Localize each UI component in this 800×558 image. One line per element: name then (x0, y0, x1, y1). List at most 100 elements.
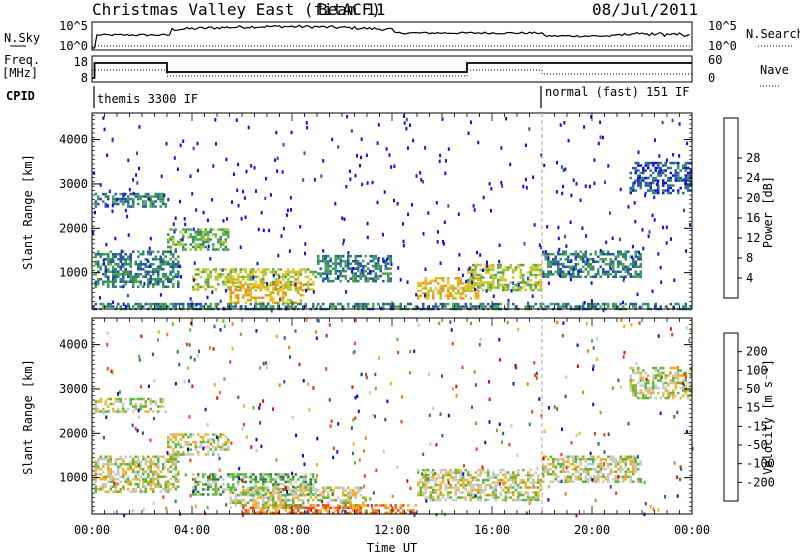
echo-cell-1-1975 (135, 427, 137, 431)
echo-cell-0-1725 (662, 184, 665, 187)
echo-cell-1-2128 (359, 458, 361, 462)
echo-cell-1-1739 (665, 389, 668, 392)
echo-cell-0-439 (197, 243, 200, 246)
echo-cell-1-1679 (642, 394, 645, 397)
echo-cell-0-2055 (457, 305, 460, 308)
echo-cell-1-1979 (255, 329, 257, 333)
echo-cell-0-2227 (378, 257, 380, 261)
echo-cell-0-2596 (561, 165, 563, 169)
echo-cell-1-2066 (634, 457, 636, 461)
echo-cell-0-147 (110, 261, 113, 264)
echo-cell-0-1122 (440, 297, 443, 300)
echo-cell-0-62 (145, 193, 148, 196)
echo-cell-0-2288 (476, 251, 478, 255)
echo-cell-0-539 (207, 286, 210, 289)
echo-cell-1-1231 (487, 484, 490, 487)
echo-cell-0-950 (340, 275, 343, 278)
echo-cell-1-648 (275, 478, 278, 481)
echo-cell-1-316 (160, 456, 163, 459)
echo-cell-0-2352 (313, 290, 315, 294)
echo-cell-1-777 (252, 487, 255, 490)
echo-cell-0-2472 (266, 282, 268, 286)
echo-cell-0-2286 (605, 271, 607, 275)
echo-cell-0-1902 (227, 303, 230, 306)
echo-cell-1-1978 (214, 383, 216, 387)
echo-cell-0-2583 (525, 178, 527, 182)
echo-cell-1-2009 (482, 466, 484, 470)
echo-cell-0-1408 (550, 266, 553, 269)
echo-cell-1-1599 (625, 478, 628, 481)
echo-cell-1-1446 (567, 478, 570, 481)
echo-cell-1-1675 (642, 377, 645, 380)
echo-cell-0-39 (127, 200, 130, 203)
echo-cell-0-1400 (547, 263, 550, 266)
echo-cell-0-1560 (612, 268, 615, 271)
echo-cell-0-1446 (565, 266, 568, 269)
echo-cell-0-538 (207, 283, 210, 286)
echo-cell-1-42 (130, 400, 133, 403)
echo-cell-0-2338 (167, 198, 169, 202)
echo-cell-0-563 (225, 276, 228, 279)
echo-cell-1-1361 (532, 499, 535, 502)
echo-cell-0-2014 (397, 305, 400, 308)
echo-cell-1-1609 (630, 471, 633, 474)
echo-cell-1-1201 (477, 491, 480, 494)
echo-cell-1-427 (187, 453, 190, 456)
echo-cell-0-151 (112, 253, 115, 256)
echo-cell-0-1382 (540, 279, 543, 282)
echo-cell-0-533 (207, 268, 210, 271)
echo-cell-0-419 (190, 228, 193, 231)
echo-cell-1-1471 (577, 471, 580, 474)
echo-cell-0-2064 (470, 305, 473, 308)
echo-cell-0-209 (125, 281, 128, 284)
echo-cell-0-2527 (397, 202, 399, 206)
echo-cell-1-1578 (620, 456, 623, 459)
echo-cell-1-1376 (537, 496, 540, 499)
echo-cell-1-765 (245, 489, 248, 492)
echo-cell-0-485 (220, 238, 223, 241)
nave-trace (92, 70, 692, 76)
echo-cell-0-984 (355, 267, 358, 270)
echo-cell-0-1715 (660, 162, 663, 165)
echo-cell-0-110 (97, 266, 100, 269)
echo-cell-1-1310 (515, 484, 518, 487)
echo-cell-0-94 (162, 200, 165, 203)
echo-cell-0-180 (117, 276, 120, 279)
echo-cell-1-71 (152, 410, 155, 413)
echo-cell-0-157 (112, 271, 115, 274)
echo-cell-1-303 (155, 486, 158, 489)
echo-cell-0-1294 (502, 276, 505, 279)
echo-cell-1-464 (210, 448, 213, 451)
echo-cell-0-471 (212, 228, 215, 231)
echo-cell-1-697 (297, 486, 300, 489)
echo-cell-0-2123 (562, 303, 565, 306)
echo-cell-0-1141 (450, 295, 453, 298)
echo-cell-0-1238 (480, 284, 483, 287)
echo-cell-0-154 (112, 261, 115, 264)
echo-cell-1-2117 (536, 467, 538, 471)
echo-cell-1-1564 (615, 458, 618, 461)
echo-cell-0-729 (307, 268, 310, 271)
echo-cell-0-2280 (473, 204, 475, 208)
echo-cell-0-2599 (136, 181, 138, 185)
echo-cell-1-1011 (362, 504, 365, 507)
echo-cell-0-473 (212, 243, 215, 246)
echo-cell-0-812 (262, 284, 265, 287)
echo-cell-1-357 (172, 468, 175, 471)
echo-cell-0-428 (195, 231, 198, 234)
echo-cell-1-2058 (116, 482, 118, 486)
echo-cell-0-437 (197, 233, 200, 236)
echo-cell-0-2209 (391, 263, 393, 267)
echo-cell-1-395 (172, 453, 175, 456)
echo-cell-1-1018 (417, 491, 420, 494)
echo-cell-0-1693 (652, 177, 655, 180)
echo-cell-0-1087 (425, 277, 428, 280)
echo-cell-1-1297 (512, 471, 515, 474)
echo-cell-1-965 (342, 494, 345, 497)
echo-cell-1-1594 (625, 463, 628, 466)
echo-cell-1-453 (205, 441, 208, 444)
echo-cell-0-314 (160, 256, 163, 259)
echo-cell-0-951 (340, 280, 343, 283)
echo-cell-1-813 (265, 497, 268, 500)
echo-cell-1-478 (217, 453, 220, 456)
